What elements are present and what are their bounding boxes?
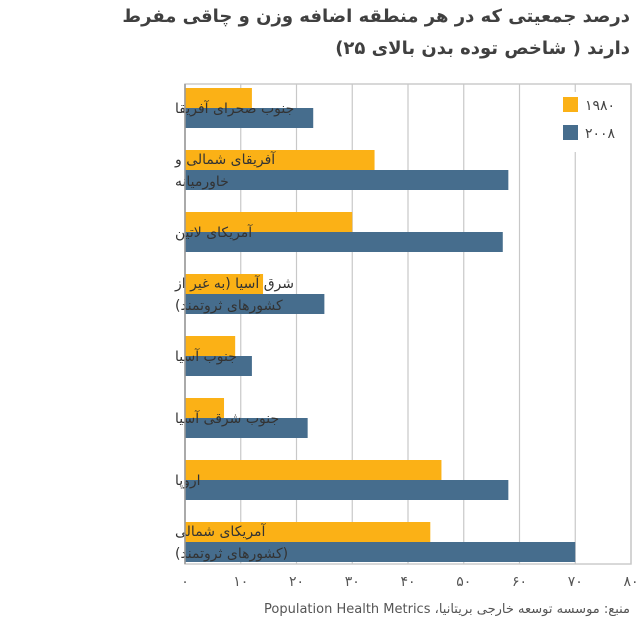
chart-title-line1: درصد جمعیتی که در هر منطقه اضافه وزن و چ… bbox=[122, 6, 630, 27]
bar-2008 bbox=[185, 108, 314, 128]
x-tick-label: ۰ bbox=[181, 574, 189, 590]
bar-1980 bbox=[185, 522, 431, 542]
legend-label: ۲۰۰۸ bbox=[585, 126, 616, 142]
chart-title-line2: دارند ( شاخص توده بدن بالای ۲۵) bbox=[335, 38, 630, 59]
bar-1980 bbox=[185, 460, 442, 480]
bar-1980 bbox=[185, 150, 375, 170]
category-label: آفریقای شمالی و خاورمیانه bbox=[174, 151, 276, 190]
x-tick-label: ۵۰ bbox=[456, 574, 471, 590]
bar-2008 bbox=[185, 356, 252, 376]
bar-2008 bbox=[185, 170, 509, 190]
source-note: منبع: موسسه توسعه خارجی بریتانیا، Popula… bbox=[264, 602, 630, 617]
bar-1980 bbox=[185, 398, 225, 418]
category-label: جنوب آسیا bbox=[175, 348, 237, 365]
bar-2008 bbox=[185, 232, 503, 252]
bar-1980 bbox=[185, 336, 236, 356]
bar-2008 bbox=[185, 294, 325, 314]
x-tick-label: ۷۰ bbox=[568, 574, 583, 590]
category-label: آمریکای لاتین bbox=[175, 224, 253, 241]
bar-2008 bbox=[185, 542, 576, 562]
x-tick-label: ۶۰ bbox=[512, 574, 527, 590]
category-label: جنوب شرقی آسیا bbox=[175, 410, 279, 427]
x-tick-label: ۸۰ bbox=[623, 574, 638, 590]
x-tick-label: ۳۰ bbox=[345, 574, 360, 590]
category-label: اروپا bbox=[175, 473, 201, 489]
bar-2008 bbox=[185, 418, 308, 438]
category-label: شرق آسیا (به غیر از کشورهای ثروتمند) bbox=[174, 275, 294, 314]
category-label: جنوب صحرای آفریقا bbox=[175, 100, 294, 117]
bar-2008 bbox=[185, 480, 509, 500]
legend-swatch bbox=[563, 97, 578, 112]
bar-1980 bbox=[185, 212, 353, 232]
x-tick-label: ۱۰ bbox=[233, 574, 248, 590]
legend-swatch bbox=[563, 125, 578, 140]
x-tick-label: ۴۰ bbox=[400, 574, 415, 590]
bar-1980 bbox=[185, 88, 252, 108]
bar-1980 bbox=[185, 274, 264, 294]
x-tick-label: ۲۰ bbox=[289, 574, 304, 590]
category-label: آمریکای شمالی (کشورهای ثروتمند) bbox=[175, 523, 288, 562]
legend-label: ۱۹۸۰ bbox=[585, 98, 615, 114]
